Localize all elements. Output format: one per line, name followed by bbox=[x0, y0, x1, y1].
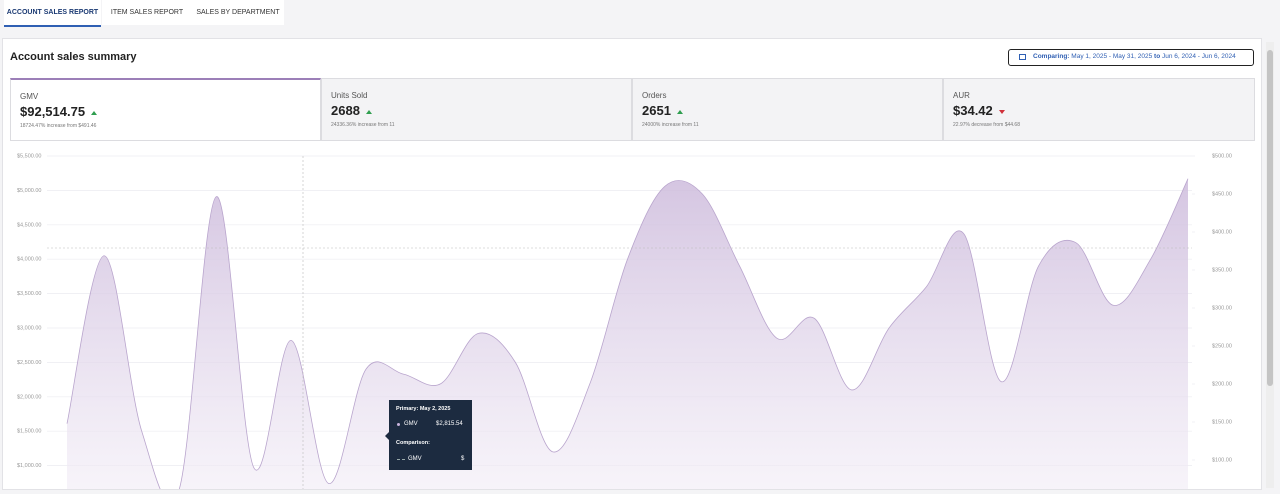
scrollbar-thumb[interactable] bbox=[1267, 50, 1273, 386]
y-tick-label: $4,500.00 bbox=[17, 222, 41, 228]
y2-tick-label: $450.00 bbox=[1212, 191, 1232, 197]
kpi-card[interactable]: AUR $34.42 22.97% decrease from $44.68 bbox=[943, 78, 1255, 141]
area-fill bbox=[67, 178, 1188, 489]
y2-tick-label: $150.00 bbox=[1212, 419, 1232, 425]
kpi-label: GMV bbox=[20, 92, 39, 101]
y-tick-label: $2,000.00 bbox=[17, 394, 41, 400]
kpi-change: 22.97% decrease from $44.68 bbox=[953, 122, 1020, 128]
kpi-value: $34.42 bbox=[953, 103, 1005, 118]
legend-dash bbox=[397, 459, 405, 460]
legend-dot bbox=[397, 423, 400, 426]
kpi-value-text: 2688 bbox=[331, 103, 360, 118]
chart: $1,000.00 $1,500.00 $2,000.00 $2,500.00 $3,0… bbox=[17, 153, 1232, 489]
kpi-card[interactable]: GMV $92,514.75 18724.47% increase from $… bbox=[10, 78, 321, 141]
kpi-value-text: $92,514.75 bbox=[20, 104, 86, 119]
tooltip-title: Primary: May 2, 2025 bbox=[396, 406, 451, 412]
y2-tick-label: $350.00 bbox=[1212, 267, 1232, 273]
comparing-from: May 1, 2025 - May 31, 2025 bbox=[1071, 53, 1153, 60]
kpi-value-text: $34.42 bbox=[953, 103, 993, 118]
y-tick-label: $4,000.00 bbox=[17, 257, 41, 263]
kpi-value: $92,514.75 bbox=[20, 104, 98, 119]
tab[interactable]: SALES BY DEPARTMENT bbox=[192, 0, 284, 25]
y-tick-label: $1,500.00 bbox=[17, 429, 41, 435]
y2-tick-label: $400.00 bbox=[1212, 229, 1232, 235]
kpi-change: 24000% increase from 11 bbox=[642, 122, 699, 128]
y-tick-label: $2,500.00 bbox=[17, 360, 41, 366]
comparing-to-word: to bbox=[1154, 53, 1161, 60]
tooltip-series: GMV bbox=[404, 421, 418, 427]
kpi-label: AUR bbox=[953, 91, 970, 100]
down-arrow bbox=[998, 109, 1005, 114]
kpi-label: Orders bbox=[642, 91, 667, 100]
tooltip: Primary: May 2, 2025 GMV $2,815.54 Compa… bbox=[385, 400, 472, 470]
up-arrow bbox=[91, 110, 98, 115]
kpi-value-text: 2651 bbox=[642, 103, 671, 118]
tooltip-value: $2,815.54 bbox=[436, 421, 463, 427]
tab[interactable]: ACCOUNT SALES REPORT bbox=[4, 0, 101, 27]
comparing-label: Comparing: bbox=[1033, 53, 1070, 60]
area-line bbox=[66, 178, 1189, 489]
y2-tick-label: $500.00 bbox=[1212, 153, 1232, 159]
tab-bar: ACCOUNT SALES REPORT ITEM SALES REPORT S… bbox=[0, 0, 1280, 27]
y2-tick-label: $200.00 bbox=[1212, 381, 1232, 387]
y-tick-label: $5,000.00 bbox=[17, 188, 41, 194]
kpi-value: 2651 bbox=[642, 103, 683, 118]
tooltip-series: GMV bbox=[408, 456, 422, 462]
y2-tick-label: $300.00 bbox=[1212, 305, 1232, 311]
scrollbar[interactable] bbox=[1266, 42, 1274, 488]
calendar-icon bbox=[1019, 54, 1026, 60]
kpi-change: 18724.47% increase from $491.46 bbox=[20, 123, 97, 129]
y-tick-label: $3,000.00 bbox=[17, 325, 41, 331]
y2-tick-label: $250.00 bbox=[1212, 343, 1232, 349]
y-tick-label: $3,500.00 bbox=[17, 291, 41, 297]
y-tick-label: $1,000.00 bbox=[17, 463, 41, 469]
kpi-label: Units Sold bbox=[331, 91, 368, 100]
tooltip-value: $ bbox=[461, 456, 465, 462]
up-arrow bbox=[365, 109, 372, 114]
y2-tick-label: $100.00 bbox=[1212, 457, 1232, 463]
comparing-button[interactable]: Comparing: May 1, 2025 - May 31, 2025 to… bbox=[1008, 49, 1254, 66]
kpi-value: 2688 bbox=[331, 103, 372, 118]
tab[interactable]: ITEM SALES REPORT bbox=[102, 0, 192, 25]
kpi-card[interactable]: Orders 2651 24000% increase from 11 bbox=[632, 78, 943, 141]
up-arrow bbox=[676, 109, 683, 114]
comparing-to: Jun 6, 2024 - Jun 6, 2024 bbox=[1162, 53, 1236, 60]
kpi-card[interactable]: Units Sold 2688 24336.36% increase from … bbox=[321, 78, 632, 141]
y-tick-label: $5,500.00 bbox=[17, 153, 41, 159]
tooltip-pointer bbox=[385, 432, 389, 440]
tooltip-subtitle: Comparison: bbox=[396, 440, 430, 446]
summary-title: Account sales summary bbox=[10, 51, 137, 63]
kpi-change: 24336.36% increase from 11 bbox=[331, 122, 395, 128]
